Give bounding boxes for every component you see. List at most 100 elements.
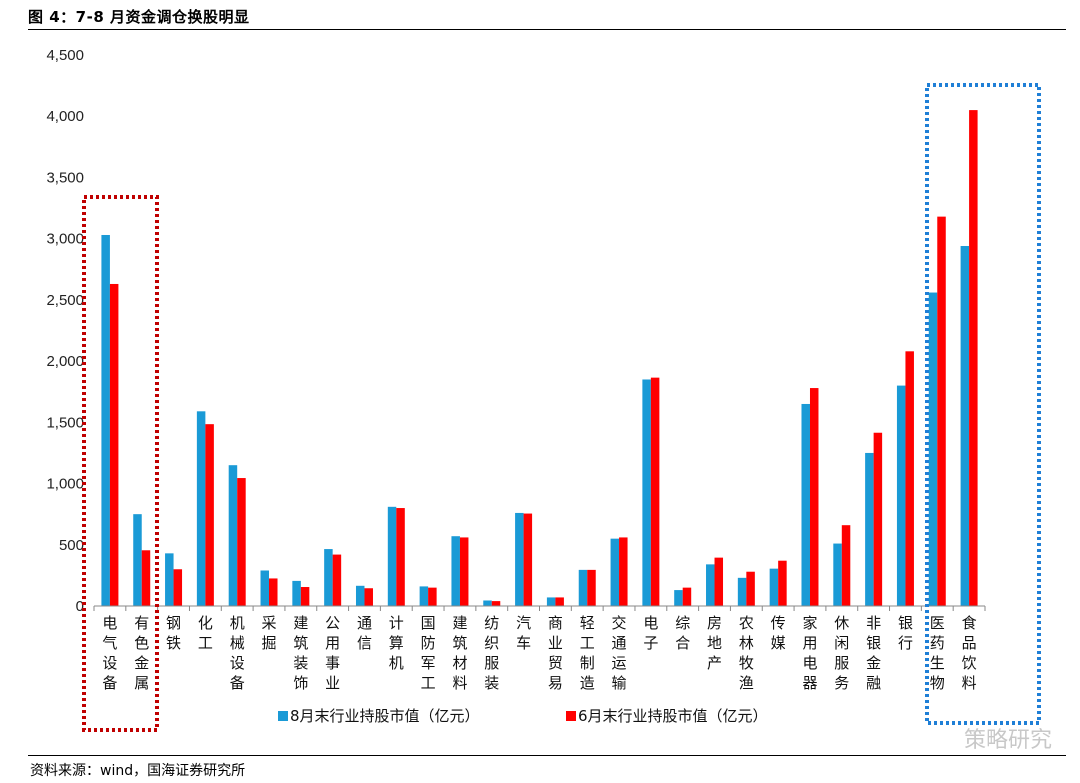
bar-aug (769, 568, 779, 606)
x-category-char: 家 (802, 614, 817, 632)
bar-aug (324, 549, 333, 606)
bar-aug (833, 543, 842, 606)
y-tick-label: 1,500 (46, 414, 84, 431)
x-category-char: 合 (675, 634, 690, 652)
x-category-char: 筑 (293, 634, 308, 652)
bar-jun (587, 569, 596, 606)
x-category-char: 品 (962, 634, 977, 652)
y-tick-label: 500 (59, 537, 84, 554)
x-category-char: 金 (866, 654, 881, 672)
bar-jun (332, 554, 342, 606)
x-category-label: 汽车 (516, 614, 531, 652)
legend: 8月末行业持股市值（亿元） 6月末行业持股市值（亿元） (278, 707, 768, 725)
x-category-char: 气 (102, 634, 117, 652)
figure-header: 图 4：7-8 月资金调仓换股明显 (28, 4, 1068, 30)
bar-aug (165, 553, 174, 606)
x-category-char: 电 (643, 614, 658, 632)
bar-aug (228, 465, 238, 606)
bar-jun (237, 478, 246, 606)
x-category-char: 交 (612, 614, 627, 632)
bar-jun (746, 571, 755, 606)
bars-group (101, 110, 978, 607)
x-category-char: 医 (930, 614, 945, 632)
x-category-char: 防 (421, 634, 436, 652)
x-category-char: 食 (962, 614, 977, 632)
bar-jun (173, 569, 183, 606)
x-category-char: 融 (866, 674, 881, 692)
source-note: 资料来源：wind，国海证券研究所 (30, 763, 246, 779)
x-category-char: 采 (262, 614, 277, 632)
bar-aug (642, 379, 651, 606)
bar-jun (109, 283, 119, 606)
x-category-char: 非 (866, 614, 881, 632)
x-category-char: 造 (580, 674, 595, 692)
x-category-char: 算 (389, 634, 404, 652)
x-category-char: 行 (898, 634, 913, 652)
bar-aug (483, 600, 492, 606)
bar-aug (451, 536, 460, 606)
x-category-char: 通 (357, 614, 372, 632)
x-category-char: 金 (134, 654, 149, 672)
x-category-char: 子 (643, 634, 658, 652)
x-axis: 电气设备有色金属钢铁化工机械设备采掘建筑装饰公用事业通信计算机国防军工建筑材料纺… (93, 605, 986, 692)
bar-jun (937, 216, 946, 607)
x-category-label: 传媒 (771, 614, 786, 652)
y-axis: 0 500 1,000 1,500 2,000 2,500 3,000 3,500 4,000 4… (46, 47, 84, 615)
x-category-char: 设 (102, 654, 117, 672)
x-category-char: 料 (962, 674, 977, 692)
x-category-char: 物 (930, 674, 945, 692)
x-category-label: 计算机 (389, 614, 404, 672)
bar-aug (292, 580, 301, 606)
bar-aug (610, 538, 620, 606)
bar-aug (133, 514, 142, 606)
x-category-char: 国 (421, 614, 436, 632)
bar-aug (801, 403, 810, 606)
x-category-label: 房地产 (707, 614, 722, 672)
bar-jun (809, 388, 819, 606)
bar-jun (873, 432, 883, 606)
bar-aug (928, 292, 938, 606)
x-category-char: 料 (452, 674, 467, 692)
y-tick-label: 2,000 (46, 353, 84, 370)
x-category-char: 机 (230, 614, 245, 632)
x-category-char: 工 (421, 674, 436, 692)
legend-label-jun: 6月末行业持股市值（亿元） (578, 707, 768, 725)
bar-jun (523, 513, 533, 606)
x-category-char: 工 (580, 634, 595, 652)
bar-jun (619, 537, 628, 606)
x-category-char: 休 (834, 614, 849, 632)
x-category-char: 易 (548, 674, 563, 692)
x-category-char: 银 (866, 634, 881, 652)
x-category-char: 事 (325, 654, 340, 672)
x-category-char: 服 (834, 654, 849, 672)
x-category-char: 用 (802, 634, 817, 652)
x-category-char: 工 (198, 634, 213, 652)
x-category-char: 业 (548, 634, 563, 652)
x-category-char: 银 (898, 614, 913, 632)
x-category-label: 电子 (643, 614, 658, 652)
x-category-char: 军 (421, 654, 436, 672)
x-category-char: 农 (739, 614, 754, 632)
x-category-char: 制 (580, 654, 595, 672)
x-category-char: 备 (230, 674, 245, 692)
x-category-char: 备 (102, 674, 117, 692)
x-category-char: 生 (930, 654, 945, 672)
bar-aug (578, 569, 588, 606)
x-category-label: 通信 (357, 614, 372, 652)
x-category-char: 轻 (580, 614, 595, 632)
x-category-char: 业 (325, 674, 340, 692)
x-category-char: 药 (930, 634, 945, 652)
x-category-char: 装 (293, 654, 308, 672)
x-category-char: 牧 (739, 654, 754, 672)
x-category-char: 器 (802, 674, 817, 692)
x-category-char: 通 (612, 634, 627, 652)
bar-aug (419, 586, 429, 606)
bar-jun (396, 508, 405, 606)
